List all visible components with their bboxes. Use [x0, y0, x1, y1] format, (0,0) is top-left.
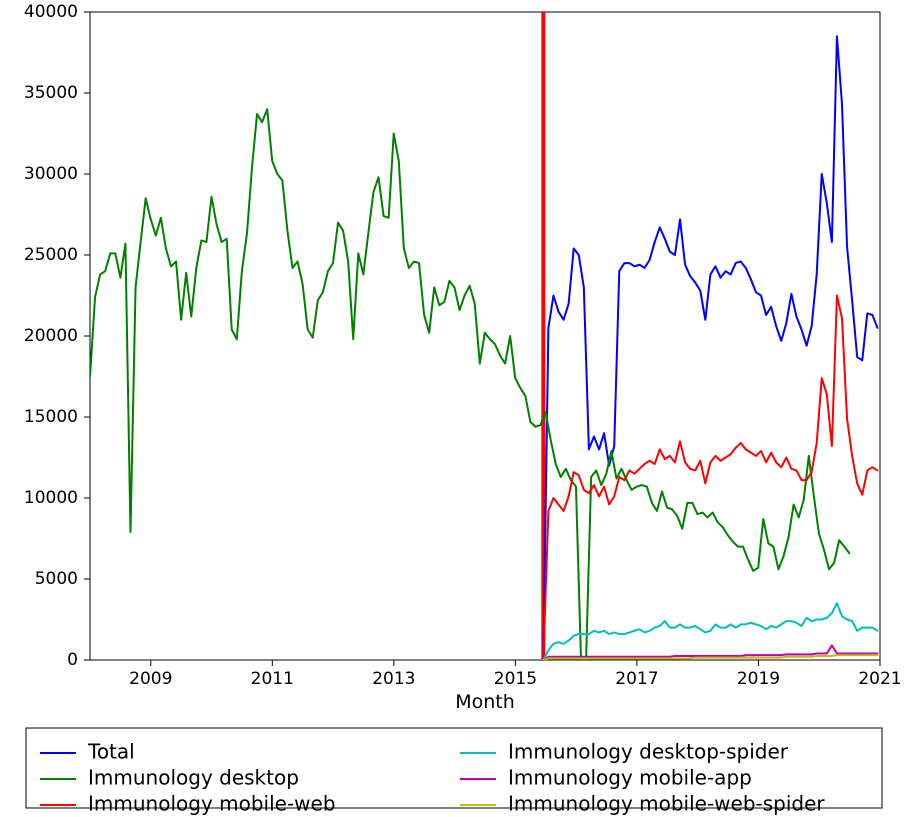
chart-container: { "chart": { "type": "line", "width": 90…: [0, 0, 908, 817]
legend-label: Immunology mobile-web-spider: [508, 792, 825, 816]
y-tick-label: 15000: [24, 407, 78, 427]
x-tick-label: 2011: [251, 669, 294, 689]
legend-label: Total: [87, 740, 135, 764]
line-chart: 0 5000 10000 15000 20000 25000 30000 35000 40000…: [0, 0, 908, 817]
y-tick-label: 20000: [24, 326, 78, 346]
x-tick-label: 2015: [494, 669, 537, 689]
y-tick-label: 30000: [24, 164, 78, 184]
x-axis-label: Month: [455, 691, 515, 713]
x-tick-label: 2021: [858, 669, 901, 689]
x-tick-label: 2019: [737, 669, 780, 689]
x-tick-label: 2009: [129, 669, 172, 689]
y-tick-label: 0: [67, 650, 78, 670]
y-tick-label: 5000: [35, 569, 78, 589]
legend-label: Immunology mobile-app: [508, 766, 752, 790]
y-tick-label: 40000: [24, 2, 78, 22]
legend-label: Immunology desktop-spider: [508, 740, 789, 764]
legend-label: Immunology desktop: [88, 766, 299, 790]
y-tick-label: 10000: [24, 488, 78, 508]
y-tick-label: 25000: [24, 245, 78, 265]
legend-label: Immunology mobile-web: [88, 792, 336, 816]
y-tick-label: 35000: [24, 83, 78, 103]
x-tick-label: 2017: [615, 669, 658, 689]
x-tick-label: 2013: [372, 669, 415, 689]
